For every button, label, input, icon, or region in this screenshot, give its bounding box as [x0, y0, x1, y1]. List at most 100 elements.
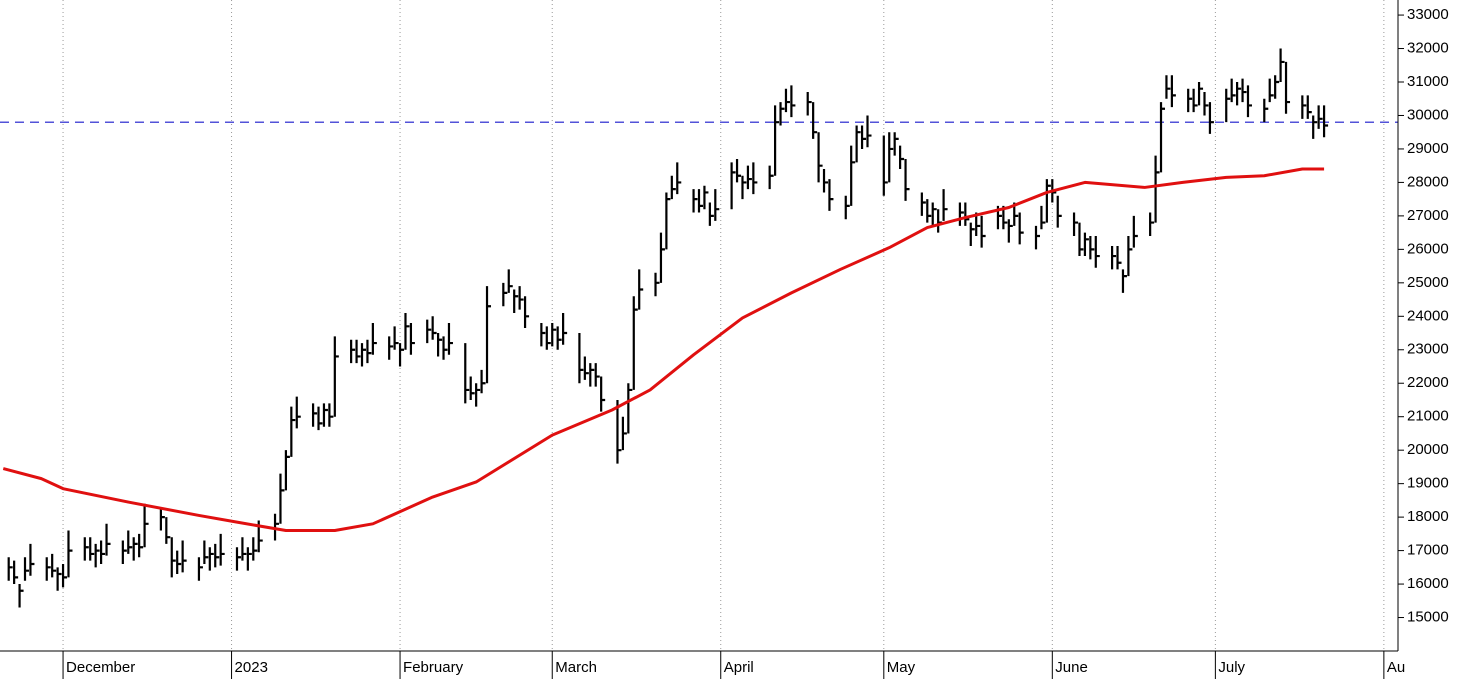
price-bar [1312, 115, 1318, 139]
price-bar [904, 158, 910, 201]
price-bar [469, 376, 475, 400]
price-bar [485, 286, 492, 384]
price-bar [1007, 219, 1013, 243]
price-bar [138, 533, 144, 558]
price-bar [627, 383, 633, 434]
price-bar [703, 185, 709, 210]
price-bar [252, 537, 258, 561]
price-bar [317, 406, 323, 431]
x-tick-label: April [724, 659, 754, 676]
price-bar [1132, 215, 1138, 248]
price-bar [1230, 78, 1236, 103]
price-bar [746, 165, 752, 190]
price-bar [360, 343, 367, 367]
price-bar [398, 343, 405, 367]
price-bar [51, 553, 57, 578]
y-tick-label: 19000 [1407, 475, 1449, 492]
y-tick-label: 27000 [1407, 207, 1449, 224]
price-bar [518, 286, 524, 310]
y-tick-label: 29000 [1407, 140, 1449, 157]
price-bar [1263, 98, 1269, 123]
price-bar [828, 179, 834, 211]
moving-average-line [2, 167, 1325, 533]
price-bar [442, 336, 448, 360]
price-bar [246, 547, 252, 571]
price-bar [241, 537, 247, 561]
price-bar [447, 322, 453, 355]
price-bar [1072, 212, 1079, 236]
price-bar [676, 162, 682, 195]
price-bar [45, 557, 51, 581]
price-bar [806, 92, 812, 116]
y-tick-label: 26000 [1407, 240, 1449, 257]
price-bar [83, 537, 89, 561]
price-bar [366, 339, 372, 364]
price-bar [61, 563, 68, 588]
price-bar [355, 339, 361, 364]
price-bar [888, 132, 894, 183]
price-bar [143, 503, 149, 548]
price-bar [1208, 102, 1214, 134]
price-bar [1159, 102, 1166, 173]
price-bar [279, 473, 285, 524]
price-bar [1045, 179, 1051, 223]
price-bar [165, 517, 171, 544]
price-bar [502, 282, 508, 307]
price-bar [1306, 95, 1312, 119]
price-bar [1187, 88, 1193, 113]
price-bar [708, 202, 714, 226]
y-tick-label: 24000 [1407, 307, 1449, 324]
price-bar [350, 339, 356, 364]
price-bar [127, 530, 133, 554]
price-bar [203, 540, 209, 564]
price-bar [322, 403, 328, 427]
price-bar [730, 162, 736, 210]
y-tick-label: 15000 [1407, 608, 1449, 625]
price-bar [589, 363, 595, 387]
grid [62, 0, 1385, 651]
plot-area [0, 48, 1398, 608]
price-bar [594, 363, 600, 387]
price-bar [1274, 75, 1280, 99]
y-tick-label: 28000 [1407, 173, 1449, 190]
price-bar [56, 567, 62, 591]
price-bar [94, 543, 100, 568]
price-bar [1268, 78, 1274, 103]
price-bar [1127, 235, 1133, 277]
y-tick-label: 23000 [1407, 341, 1449, 358]
price-bar [583, 356, 589, 380]
price-bar [1094, 235, 1100, 268]
price-bar [714, 189, 720, 221]
price-bar [105, 523, 111, 556]
price-bar [665, 192, 671, 250]
price-bar [540, 322, 546, 347]
price-bar [284, 450, 290, 491]
price-bar [1284, 61, 1291, 114]
price-bar [551, 322, 557, 347]
price-bar [578, 333, 584, 384]
x-tick-label: May [887, 659, 916, 676]
price-bar [1236, 82, 1242, 106]
y-tick-label: 22000 [1407, 374, 1449, 391]
price-bar [333, 336, 339, 417]
price-bar [882, 135, 888, 196]
price-bar [13, 560, 19, 585]
price-bar [784, 88, 790, 113]
price-bar [920, 192, 926, 216]
price-bar [1089, 235, 1095, 260]
price-bar [1056, 195, 1062, 228]
price-bar [1034, 225, 1040, 250]
price-bar [855, 125, 861, 163]
price-bar [697, 189, 703, 213]
price-bar [899, 145, 905, 170]
y-tick-label: 16000 [1407, 575, 1449, 592]
y-tick-label: 18000 [1407, 508, 1449, 525]
price-bar [1149, 212, 1155, 236]
price-bar [860, 125, 867, 149]
price-bar [219, 533, 225, 566]
price-bar [388, 336, 394, 360]
price-bar [523, 296, 530, 329]
price-bar [393, 326, 399, 350]
